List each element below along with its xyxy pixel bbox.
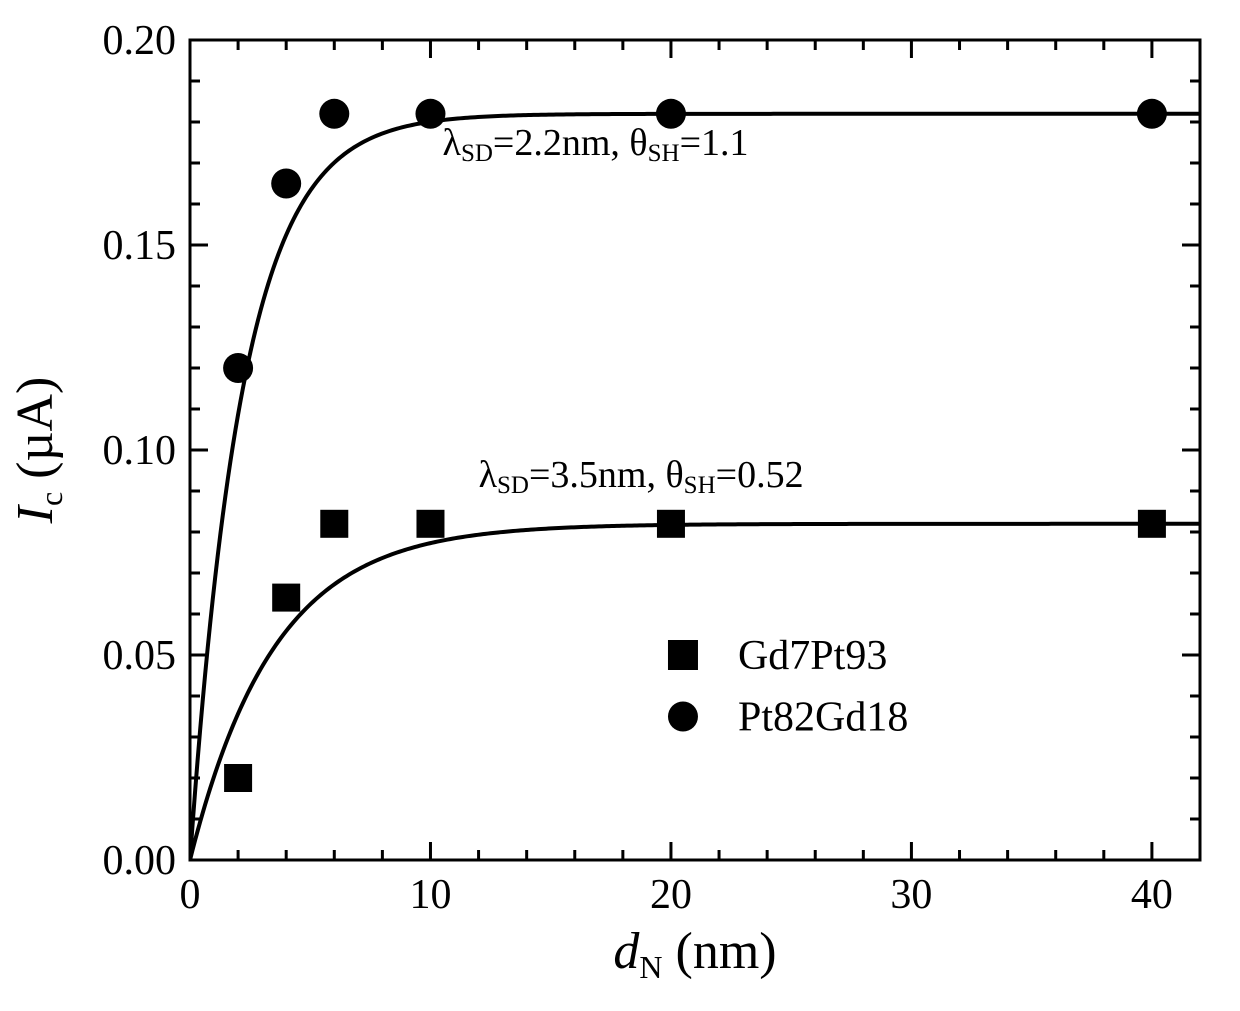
x-tick-label: 40	[1131, 872, 1173, 918]
x-tick-label: 0	[180, 872, 201, 918]
marker-pt82gd18	[319, 99, 349, 129]
y-tick-label: 0.15	[103, 223, 177, 269]
chart-root: 0102030400.000.050.100.150.20dN (nm)Ic (…	[0, 0, 1240, 1011]
marker-gd7pt93	[657, 510, 685, 538]
legend-label-pt82gd18: Pt82Gd18	[738, 695, 908, 741]
marker-pt82gd18	[1137, 99, 1167, 129]
marker-pt82gd18	[415, 99, 445, 129]
marker-gd7pt93	[224, 764, 252, 792]
x-tick-label: 20	[650, 872, 692, 918]
marker-gd7pt93	[1138, 510, 1166, 538]
marker-gd7pt93	[416, 510, 444, 538]
legend-label-gd7pt93: Gd7Pt93	[738, 633, 887, 679]
y-tick-label: 0.20	[103, 18, 177, 64]
marker-gd7pt93	[272, 584, 300, 612]
marker-pt82gd18	[223, 353, 253, 383]
y-tick-label: 0.05	[103, 633, 177, 679]
y-tick-label: 0.00	[103, 838, 177, 884]
legend-marker-pt82gd18	[668, 702, 698, 732]
marker-gd7pt93	[320, 510, 348, 538]
marker-pt82gd18	[271, 169, 301, 199]
x-tick-label: 10	[409, 872, 451, 918]
x-tick-label: 30	[890, 872, 932, 918]
x-axis-label: dN (nm)	[613, 923, 776, 985]
legend-marker-gd7pt93	[668, 640, 698, 670]
y-tick-label: 0.10	[103, 428, 177, 474]
